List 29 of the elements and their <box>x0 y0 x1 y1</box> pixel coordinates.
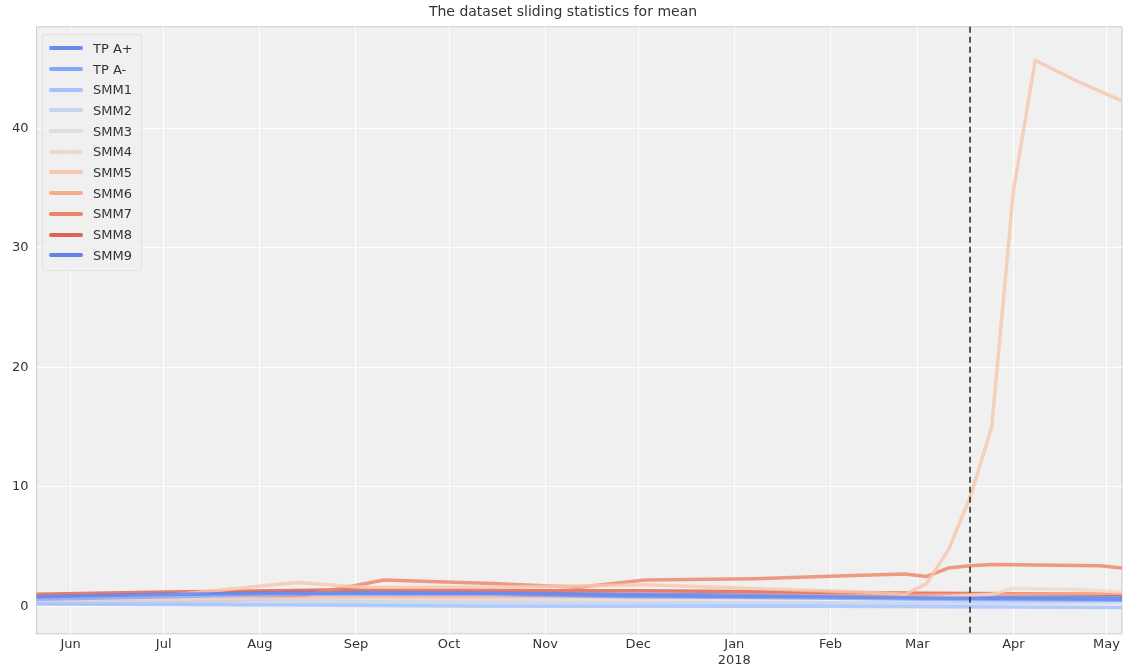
x-tick-label: Nov <box>532 635 559 651</box>
legend-label: SMM7 <box>93 206 132 222</box>
x-tick-label: Jan 2018 <box>717 635 751 667</box>
x-tick-label: Aug <box>247 635 273 651</box>
legend-label: TP A- <box>93 61 127 77</box>
x-tick-label: Jul <box>154 635 172 651</box>
x-tick-label: Mar <box>905 635 931 651</box>
legend-label: SMM9 <box>93 247 132 263</box>
y-tick-label: 10 <box>12 478 29 494</box>
legend-label: TP A+ <box>93 40 133 56</box>
y-tick-label: 30 <box>12 239 29 255</box>
x-tick-label: Sep <box>343 635 369 651</box>
x-tick-label: Feb <box>818 635 842 651</box>
x-tick-label: May <box>1093 635 1121 651</box>
legend-label: SMM5 <box>93 164 132 180</box>
legend-label: SMM6 <box>93 185 132 201</box>
legend-label: SMM4 <box>93 144 132 160</box>
legend-label: SMM2 <box>93 102 132 118</box>
y-tick-label: 0 <box>20 597 29 613</box>
x-tick-label: Jun <box>59 635 81 651</box>
y-tick-label: 20 <box>12 358 29 374</box>
chart-title: The dataset sliding statistics for mean <box>427 3 698 20</box>
x-tick-label: Oct <box>437 635 461 651</box>
legend-label: SMM8 <box>93 227 132 243</box>
x-tick-label: Apr <box>1002 635 1026 651</box>
legend-label: SMM1 <box>93 82 132 98</box>
legend-label: SMM3 <box>93 123 132 139</box>
y-tick-label: 40 <box>12 119 29 135</box>
x-tick-label: Dec <box>625 635 651 651</box>
